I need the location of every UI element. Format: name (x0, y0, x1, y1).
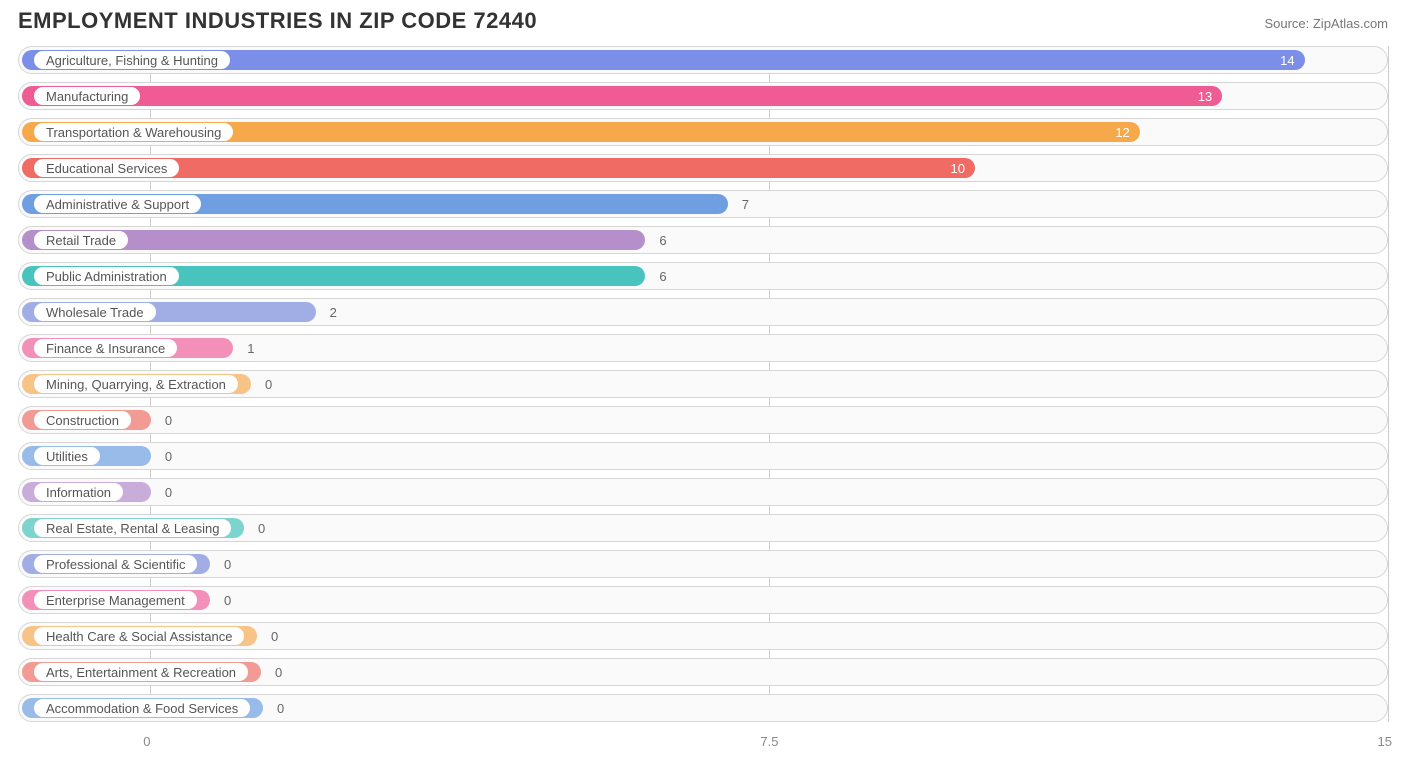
bar-value-label: 0 (155, 443, 182, 469)
bar-category-label: Administrative & Support (33, 194, 202, 214)
bar-value-label: 6 (649, 227, 676, 253)
bar-row: Accommodation & Food Services 0 (18, 694, 1388, 722)
bar-row: Health Care & Social Assistance 0 (18, 622, 1388, 650)
bar-category-label: Arts, Entertainment & Recreation (33, 662, 249, 682)
chart-title: EMPLOYMENT INDUSTRIES IN ZIP CODE 72440 (18, 8, 537, 34)
bar-row: Agriculture, Fishing & Hunting 14 (18, 46, 1388, 74)
bar-category-label: Transportation & Warehousing (33, 122, 234, 142)
chart-header: EMPLOYMENT INDUSTRIES IN ZIP CODE 72440 … (0, 0, 1406, 38)
chart-source: Source: ZipAtlas.com (1264, 16, 1388, 31)
bar-row: Educational Services 10 (18, 154, 1388, 182)
bar-category-label: Mining, Quarrying, & Extraction (33, 374, 239, 394)
bar-value-label: 6 (649, 263, 676, 289)
bar-value-label: 0 (265, 659, 292, 685)
bar-row: Finance & Insurance 1 (18, 334, 1388, 362)
bar-category-label: Wholesale Trade (33, 302, 157, 322)
bar-category-label: Professional & Scientific (33, 554, 198, 574)
bar-category-label: Manufacturing (33, 86, 141, 106)
bar-value-label: 1 (237, 335, 264, 361)
bar-value-label: 2 (320, 299, 347, 325)
x-axis-tick: 15 (1378, 734, 1392, 749)
bar-row: Manufacturing 13 (18, 82, 1388, 110)
bar-row: Mining, Quarrying, & Extraction 0 (18, 370, 1388, 398)
bar-row: Wholesale Trade 2 (18, 298, 1388, 326)
bar-row: Transportation & Warehousing 12 (18, 118, 1388, 146)
bar-category-label: Enterprise Management (33, 590, 198, 610)
x-axis-tick: 7.5 (760, 734, 778, 749)
bar-category-label: Health Care & Social Assistance (33, 626, 245, 646)
bar-value-label: 14 (1270, 47, 1304, 73)
bar-category-label: Utilities (33, 446, 101, 466)
bar-row: Construction 0 (18, 406, 1388, 434)
bar-row: Arts, Entertainment & Recreation 0 (18, 658, 1388, 686)
bar-value-label: 13 (1188, 83, 1222, 109)
bar-category-label: Educational Services (33, 158, 180, 178)
bar-value-label: 12 (1105, 119, 1139, 145)
bar-category-label: Real Estate, Rental & Leasing (33, 518, 232, 538)
x-axis: 0 7.5 15 (14, 730, 1392, 756)
bar-value-label: 0 (261, 623, 288, 649)
x-axis-tick: 0 (143, 734, 150, 749)
bar-row: Information 0 (18, 478, 1388, 506)
bar-row: Administrative & Support 7 (18, 190, 1388, 218)
bar (22, 86, 1222, 106)
bar-value-label: 7 (732, 191, 759, 217)
chart-plot: Agriculture, Fishing & Hunting 14 Manufact… (18, 46, 1388, 722)
bar-value-label: 0 (214, 551, 241, 577)
bar-row: Enterprise Management 0 (18, 586, 1388, 614)
bar-value-label: 10 (940, 155, 974, 181)
bar-value-label: 0 (267, 695, 294, 721)
bar-row: Utilities 0 (18, 442, 1388, 470)
bar-category-label: Finance & Insurance (33, 338, 178, 358)
bar-category-label: Accommodation & Food Services (33, 698, 251, 718)
bar-value-label: 0 (248, 515, 275, 541)
bar-value-label: 0 (155, 479, 182, 505)
grid-line (1388, 46, 1389, 722)
bar-row: Public Administration 6 (18, 262, 1388, 290)
bar-category-label: Public Administration (33, 266, 180, 286)
bar-row: Retail Trade 6 (18, 226, 1388, 254)
bar-category-label: Retail Trade (33, 230, 129, 250)
bar-category-label: Information (33, 482, 124, 502)
bar-row: Real Estate, Rental & Leasing 0 (18, 514, 1388, 542)
bar-value-label: 0 (255, 371, 282, 397)
chart-container: Agriculture, Fishing & Hunting 14 Manufact… (14, 46, 1392, 756)
bar-row: Professional & Scientific 0 (18, 550, 1388, 578)
bar-category-label: Agriculture, Fishing & Hunting (33, 50, 231, 70)
bar-value-label: 0 (155, 407, 182, 433)
bar-value-label: 0 (214, 587, 241, 613)
bar-category-label: Construction (33, 410, 132, 430)
